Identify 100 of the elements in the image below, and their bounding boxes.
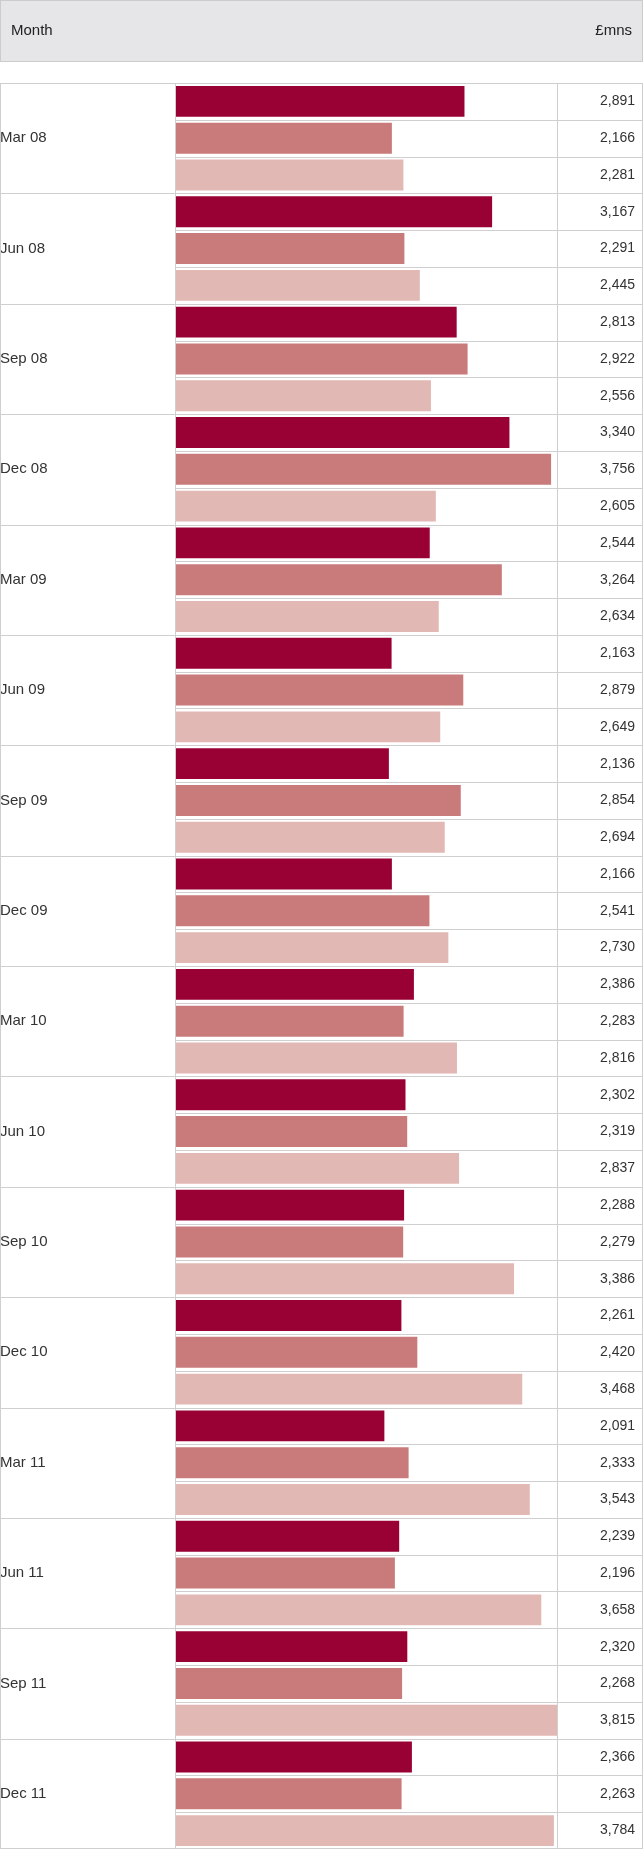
bar — [175, 1042, 457, 1074]
y-tick-label: Dec 11 — [0, 1783, 47, 1801]
bar — [175, 1189, 405, 1221]
data-label: 2,922 — [599, 349, 636, 366]
bar — [175, 527, 430, 559]
bar — [175, 233, 405, 265]
data-label: 2,166 — [599, 864, 636, 881]
data-label: 3,264 — [599, 570, 636, 587]
y-tick-label: Mar 08 — [0, 128, 47, 146]
data-label: 2,268 — [599, 1674, 636, 1691]
bar — [175, 564, 502, 596]
data-label: 2,879 — [599, 680, 636, 697]
bar — [175, 1005, 404, 1037]
data-label: 2,319 — [599, 1122, 636, 1139]
data-label: 2,291 — [599, 239, 636, 256]
bar — [175, 343, 468, 375]
data-label: 3,340 — [599, 423, 636, 440]
data-label: 2,854 — [599, 791, 636, 808]
y-axis-title: Month — [11, 21, 53, 38]
bar — [175, 858, 392, 890]
bar — [175, 784, 461, 816]
data-label: 2,420 — [599, 1343, 636, 1360]
y-tick-label: Mar 10 — [0, 1011, 47, 1029]
data-label: 2,544 — [599, 533, 636, 550]
bar — [175, 1152, 460, 1184]
data-label: 2,386 — [599, 975, 636, 992]
y-tick-label: Mar 11 — [0, 1452, 46, 1470]
y-tick-label: Sep 11 — [0, 1673, 47, 1691]
data-label: 2,283 — [599, 1012, 636, 1029]
data-label: 3,468 — [599, 1379, 636, 1396]
bar — [175, 1631, 408, 1663]
data-label: 2,694 — [599, 828, 636, 845]
bar — [175, 269, 420, 301]
bar — [175, 1116, 408, 1148]
data-label: 2,263 — [599, 1784, 636, 1801]
data-label: 2,239 — [599, 1527, 636, 1544]
data-label: 2,556 — [599, 386, 636, 403]
bar — [175, 1741, 412, 1773]
data-label: 2,279 — [599, 1232, 636, 1249]
y-tick-label: Jun 11 — [0, 1563, 44, 1581]
data-label: 2,649 — [599, 717, 636, 734]
bar — [175, 637, 392, 669]
bar — [175, 932, 449, 964]
data-label: 2,730 — [599, 938, 636, 955]
bar — [175, 1778, 402, 1810]
data-label: 2,813 — [599, 313, 636, 330]
y-tick-label: Jun 10 — [0, 1121, 46, 1139]
bar — [175, 1557, 395, 1589]
bar — [175, 1226, 404, 1258]
bar — [175, 1704, 557, 1736]
bar — [175, 601, 439, 632]
y-tick-label: Dec 10 — [0, 1342, 48, 1360]
bar — [175, 1373, 523, 1405]
bar — [175, 968, 414, 1000]
bar — [175, 196, 493, 228]
bar — [175, 821, 445, 853]
data-label: 3,167 — [599, 202, 636, 219]
y-tick-label: Sep 09 — [0, 790, 48, 808]
data-label: 2,605 — [599, 496, 636, 513]
bar — [175, 711, 441, 743]
bar — [175, 1447, 409, 1479]
bar — [175, 490, 436, 522]
bar — [175, 1667, 403, 1699]
bar — [175, 1410, 385, 1442]
y-tick-label: Sep 08 — [0, 349, 48, 367]
y-tick-label: Dec 08 — [0, 459, 48, 477]
data-label: 2,541 — [599, 901, 636, 918]
y-tick-label: Mar 09 — [0, 569, 47, 587]
y-tick-label: Jun 09 — [0, 680, 46, 698]
y-tick-label: Sep 10 — [0, 1232, 48, 1250]
bar — [175, 85, 465, 117]
data-label: 2,288 — [599, 1196, 636, 1213]
data-label: 2,281 — [599, 165, 636, 182]
bar — [175, 453, 552, 485]
data-label: 2,091 — [599, 1416, 636, 1433]
data-label: 2,445 — [599, 276, 636, 293]
bar — [175, 159, 404, 191]
bar — [175, 1815, 554, 1847]
data-label: 2,891 — [599, 92, 636, 109]
data-label: 2,166 — [599, 129, 636, 146]
bar — [175, 122, 392, 154]
bar — [175, 1484, 530, 1515]
data-label: 3,543 — [599, 1490, 636, 1507]
bar — [175, 1079, 406, 1111]
data-label: 2,837 — [599, 1159, 636, 1176]
bar — [175, 1594, 542, 1626]
bar — [175, 674, 464, 706]
data-label: 3,756 — [599, 460, 636, 477]
data-label: 2,136 — [599, 754, 636, 771]
data-label: 2,261 — [599, 1306, 636, 1323]
y-tick-label: Jun 08 — [0, 238, 46, 256]
data-label: 3,658 — [599, 1600, 636, 1617]
data-label: 3,784 — [599, 1821, 636, 1838]
bar — [175, 417, 510, 448]
data-label: 2,163 — [599, 644, 636, 661]
data-label: 2,333 — [599, 1453, 636, 1470]
bar — [175, 380, 431, 412]
bar — [175, 1520, 400, 1552]
data-label: 3,815 — [599, 1711, 636, 1728]
bar — [175, 1300, 402, 1331]
